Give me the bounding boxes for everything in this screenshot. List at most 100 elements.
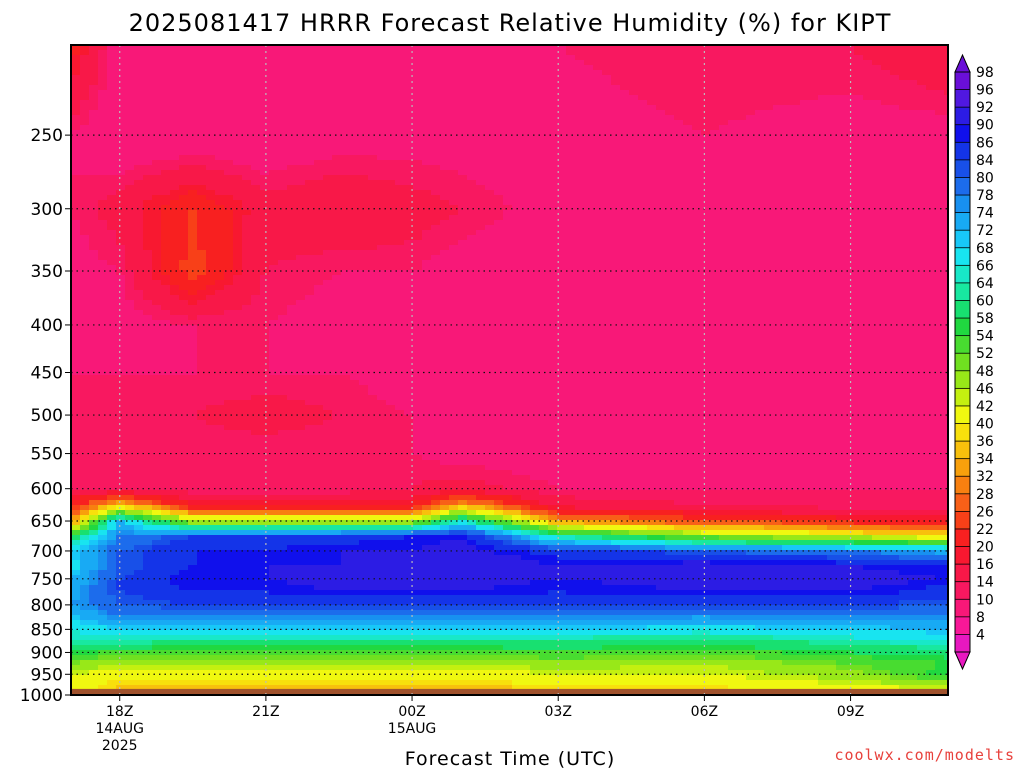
humidity-cell — [188, 325, 198, 331]
humidity-cell — [278, 85, 288, 91]
humidity-cell — [98, 325, 108, 331]
humidity-cell — [395, 360, 405, 366]
humidity-cell — [152, 605, 162, 611]
humidity-cell — [134, 455, 144, 461]
humidity-cell — [125, 510, 135, 516]
humidity-cell — [89, 135, 99, 141]
humidity-cell — [368, 125, 378, 131]
humidity-cell — [188, 275, 198, 281]
humidity-cell — [71, 515, 81, 521]
humidity-cell — [71, 585, 81, 591]
humidity-cell — [143, 570, 153, 576]
humidity-cell — [377, 450, 387, 456]
humidity-cell — [251, 390, 261, 396]
humidity-cell — [179, 555, 189, 561]
humidity-cell — [125, 115, 135, 121]
humidity-cell — [368, 635, 378, 641]
humidity-cell — [332, 170, 342, 176]
humidity-cell — [323, 555, 333, 561]
humidity-cell — [188, 160, 198, 166]
humidity-cell — [395, 595, 405, 601]
humidity-cell — [134, 305, 144, 311]
humidity-cell — [350, 85, 360, 91]
humidity-cell — [260, 620, 270, 626]
humidity-cell — [341, 595, 351, 601]
humidity-cell — [89, 390, 99, 396]
humidity-cell — [404, 310, 414, 316]
humidity-cell — [260, 45, 270, 51]
humidity-cell — [188, 645, 198, 651]
humidity-cell — [215, 55, 225, 61]
humidity-cell — [152, 105, 162, 111]
humidity-cell — [350, 550, 360, 556]
humidity-cell — [323, 675, 333, 681]
humidity-cell — [215, 495, 225, 501]
humidity-cell — [170, 250, 180, 256]
humidity-cell — [395, 340, 405, 346]
humidity-cell — [98, 70, 108, 76]
humidity-cell — [305, 660, 315, 666]
humidity-cell — [341, 565, 351, 571]
humidity-cell — [71, 305, 81, 311]
humidity-cell — [332, 385, 342, 391]
humidity-cell — [278, 275, 288, 281]
humidity-cell — [98, 365, 108, 371]
humidity-cell — [359, 525, 369, 531]
humidity-cell — [341, 60, 351, 66]
humidity-cell — [125, 395, 135, 401]
humidity-cell — [296, 195, 306, 201]
humidity-cell — [359, 255, 369, 261]
humidity-cell — [404, 260, 414, 266]
humidity-cell — [206, 280, 216, 286]
humidity-cell — [161, 190, 171, 196]
humidity-cell — [206, 425, 216, 431]
humidity-cell — [179, 200, 189, 206]
humidity-cell — [233, 325, 243, 331]
humidity-cell — [251, 305, 261, 311]
humidity-cell — [395, 420, 405, 426]
humidity-cell — [260, 135, 270, 141]
humidity-cell — [71, 65, 81, 71]
humidity-cell — [224, 270, 234, 276]
humidity-cell — [80, 60, 90, 66]
humidity-cell — [395, 230, 405, 236]
humidity-cell — [341, 645, 351, 651]
humidity-cell — [386, 300, 396, 306]
humidity-cell — [350, 230, 360, 236]
humidity-cell — [161, 560, 171, 566]
humidity-cell — [197, 615, 207, 621]
humidity-cell — [224, 60, 234, 66]
humidity-cell — [134, 295, 144, 301]
humidity-cell — [116, 455, 126, 461]
humidity-cell — [125, 390, 135, 396]
humidity-cell — [143, 545, 153, 551]
humidity-cell — [296, 265, 306, 271]
humidity-cell — [404, 245, 414, 251]
humidity-cell — [116, 340, 126, 346]
humidity-cell — [188, 280, 198, 286]
humidity-cell — [386, 460, 396, 466]
humidity-cell — [71, 685, 81, 691]
humidity-cell — [314, 680, 324, 686]
humidity-cell — [179, 595, 189, 601]
humidity-cell — [170, 375, 180, 381]
humidity-cell — [296, 565, 306, 571]
humidity-cell — [161, 535, 171, 541]
humidity-cell — [341, 435, 351, 441]
humidity-cell — [395, 390, 405, 396]
humidity-cell — [125, 280, 135, 286]
humidity-cell — [98, 495, 108, 501]
humidity-cell — [80, 370, 90, 376]
humidity-cell — [125, 265, 135, 271]
humidity-cell — [116, 520, 126, 526]
humidity-cell — [386, 330, 396, 336]
humidity-cell — [287, 410, 297, 416]
humidity-cell — [107, 140, 117, 146]
humidity-cell — [341, 110, 351, 116]
humidity-cell — [296, 415, 306, 421]
humidity-cell — [386, 210, 396, 216]
humidity-cell — [143, 135, 153, 141]
humidity-cell — [98, 475, 108, 481]
humidity-cell — [98, 150, 108, 156]
humidity-cell — [143, 480, 153, 486]
